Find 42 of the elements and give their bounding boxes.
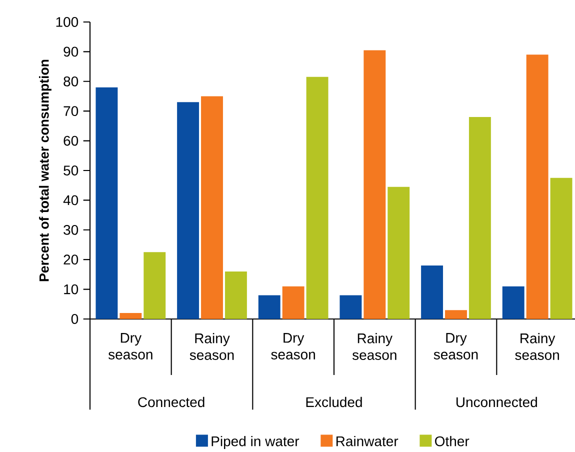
bar [550,178,572,319]
bar [388,186,410,319]
bar [340,295,362,319]
bar [468,117,491,319]
y-tick-label: 30 [64,224,78,235]
y-tick-label: 20 [64,254,78,265]
y-tick-label: 60 [64,136,78,146]
text: Excluded [306,396,362,408]
bar [96,87,118,319]
x-tick-label: Rainy season [352,333,396,360]
y-tick-label: 0 [71,314,78,324]
x-tick-label: Rainy season [190,333,234,360]
bar [445,310,467,319]
bar [282,286,304,319]
bar [201,96,223,319]
x-tick-label: Dry season [434,333,478,360]
bar [502,286,524,319]
x-tick-label: Dry season [108,333,152,360]
bar [177,102,200,319]
bar [258,295,280,319]
x-tick-label: Dry season [271,333,315,360]
x-tick-label: Rainy season [515,333,559,360]
y-tick-label: 80 [64,76,78,86]
bar [120,313,142,319]
bar [144,252,166,319]
legend-label: Piped in water [212,436,300,450]
bar [364,50,386,319]
y-tick-label: 100 [56,17,78,27]
legend-label: Other [435,436,470,446]
y-tick-label: 40 [63,195,78,206]
y-tick-label: 90 [64,46,78,57]
text: Connected [138,396,204,408]
bar [421,266,444,319]
bar [224,271,247,319]
y-tick-label: 70 [64,106,78,116]
text: Unconnected [456,396,537,408]
legend-label: Rainwater [336,436,398,446]
y-tick-label: 50 [64,166,78,176]
bar [526,54,548,319]
y-axis-title: Percent of total water consumption [39,60,52,282]
bar [306,76,328,319]
y-tick-label: 10 [64,284,78,294]
